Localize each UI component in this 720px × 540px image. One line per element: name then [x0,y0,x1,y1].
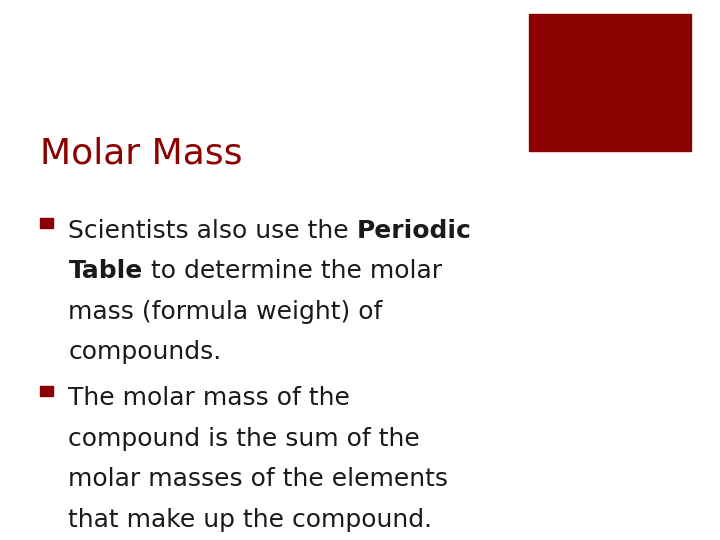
Text: mass (formula weight) of: mass (formula weight) of [68,300,383,323]
Bar [529,14,691,151]
Bar [40,219,53,228]
Text: Scientists also use the: Scientists also use the [68,219,357,242]
Text: Periodic: Periodic [357,219,472,242]
Text: Table: Table [68,259,143,283]
Text: molar masses of the elements: molar masses of the elements [68,467,449,491]
Text: to determine the molar: to determine the molar [143,259,442,283]
Text: Molar Mass: Molar Mass [40,136,242,170]
Text: The molar mass of the: The molar mass of the [68,386,350,410]
Text: compounds.: compounds. [68,340,222,364]
Bar [40,386,53,396]
Text: compound is the sum of the: compound is the sum of the [68,427,420,450]
Text: that make up the compound.: that make up the compound. [68,508,433,531]
